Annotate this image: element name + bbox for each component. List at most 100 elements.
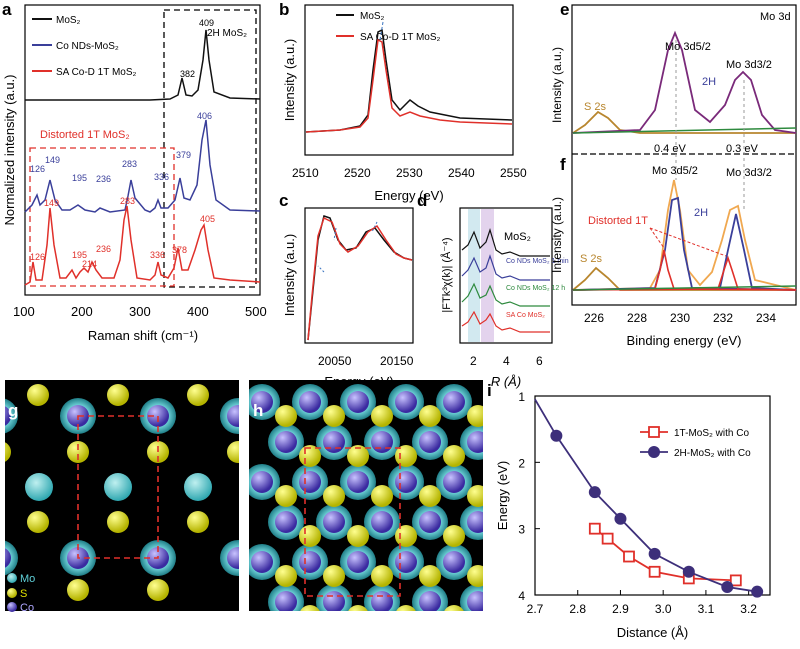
- panel-d-frame: [459, 207, 553, 344]
- point-2h: [721, 581, 734, 594]
- x-tick-label-i: 2.7: [527, 602, 544, 616]
- atom-s: [227, 441, 239, 463]
- panel-b: b MoS₂ SA Co-D 1T MoS₂ 2510 2520 2530 25…: [279, 0, 527, 203]
- spectrum-a-cond: [24, 119, 261, 213]
- box-label-2h: 2H MoS₂: [207, 28, 247, 39]
- atom-s: [27, 511, 49, 533]
- f-label-1t: Distorted 1T: [588, 215, 648, 227]
- x-label-b: Energy (eV): [374, 188, 443, 203]
- shift-label-1: 0.4 eV: [654, 143, 686, 155]
- band-d-1: [468, 209, 480, 342]
- atom-co: [275, 431, 297, 453]
- svg-text:379: 379: [176, 150, 191, 160]
- atom-co: [251, 471, 273, 493]
- atom-s: [323, 485, 345, 507]
- atom-co: [251, 551, 273, 573]
- atom-s: [467, 485, 483, 507]
- arrow-b: [379, 21, 384, 41]
- y-label-b: Intensity (a.u.): [282, 39, 297, 121]
- x-tick-d-2: 4: [503, 354, 510, 368]
- panel-label-i: i: [487, 381, 492, 400]
- atom-co: [467, 431, 483, 453]
- atom-s: [323, 565, 345, 587]
- chart-i: 2.7 2.8 2.9 3.0 3.1 3.2 1 2 3 4 Distance (Å) Energy…: [495, 390, 771, 640]
- panel-c: c 20050 20150 Energy (eV) Intensity (a.u…: [279, 191, 414, 389]
- atom-co: [323, 591, 345, 611]
- svg-text:149: 149: [45, 155, 60, 165]
- atom-co: [371, 431, 393, 453]
- svg-text:283: 283: [122, 159, 137, 169]
- spectrum-a-sacod: [24, 205, 261, 286]
- x-label-d: R (Å): [491, 374, 521, 389]
- svg-text:336: 336: [150, 250, 165, 260]
- panel-label-d: d: [417, 191, 427, 210]
- x-tick-label-i: 2.8: [569, 602, 586, 616]
- x-label-a: Raman shift (cm⁻¹): [88, 328, 198, 343]
- atom-co: [299, 471, 321, 493]
- atom-mo: [5, 398, 18, 434]
- point-2h: [614, 512, 627, 525]
- f-background: [572, 285, 797, 291]
- panel-label-b: b: [279, 0, 289, 19]
- x-tick-c-1: 20050: [318, 354, 352, 368]
- legend-g-mo-swatch: [7, 573, 17, 583]
- atom-s: [347, 445, 369, 467]
- panel-ef: e f Mo 3d Mo 3d5/2 Mo 3d3/2 S 2s 2H Mo 3…: [550, 0, 797, 348]
- panel-h: h: [249, 380, 483, 611]
- unit-cell-g: [77, 415, 159, 559]
- x-tick-a-2: 200: [71, 304, 93, 319]
- atom-s: [396, 605, 416, 611]
- legend-g-co: Co: [20, 602, 34, 614]
- x-tick-a-1: 100: [13, 304, 35, 319]
- panel-i: i 2.7 2.8 2.9 3.0 3.1 3.2 1 2 3 4 Distance (Å) Ener…: [487, 381, 771, 640]
- e-label-2h: 2H: [702, 76, 716, 88]
- atom-co: [443, 471, 465, 493]
- e-label-3d32: Mo 3d3/2: [726, 59, 772, 71]
- atom-s: [467, 565, 483, 587]
- atom-co: [419, 591, 441, 611]
- atom-s: [371, 485, 393, 507]
- title-e: Mo 3d: [760, 11, 791, 23]
- lattice-g: [5, 384, 239, 601]
- f-label-3d52: Mo 3d5/2: [652, 165, 698, 177]
- atom-s: [371, 405, 393, 427]
- atom-s: [419, 405, 441, 427]
- spectrum-a-mos2: [25, 29, 261, 101]
- svg-text:195: 195: [72, 173, 87, 183]
- atom-co: [443, 551, 465, 573]
- atom-s: [107, 511, 129, 533]
- legend-b-label-2: SA Co-D 1T MoS₂: [360, 32, 441, 43]
- x-tick-label-i: 3.2: [740, 602, 757, 616]
- panel-d: d MoS₂ Co NDs MoS₂ 1 min Co NDs MoS₂ 12 …: [417, 191, 569, 389]
- atom-s: [67, 441, 89, 463]
- atom-co: [443, 391, 465, 413]
- atom-mo: [25, 473, 53, 501]
- atom-co: [395, 391, 417, 413]
- legend-g-co-swatch: [7, 602, 17, 612]
- spectrum-b-mos2: [305, 28, 513, 133]
- atom-co: [5, 406, 11, 426]
- y-label-d: |FTk³χ(k)| (Å⁻⁴): [440, 237, 453, 312]
- f-envelope: [572, 179, 797, 291]
- ft-d-3: [461, 282, 550, 307]
- svg-text:126: 126: [30, 164, 45, 174]
- atom-co: [419, 511, 441, 533]
- point-1t: [601, 532, 614, 545]
- panel-g: g Mo S Co: [5, 380, 239, 614]
- atom-co: [467, 511, 483, 533]
- atom-s: [5, 442, 11, 462]
- atom-s: [275, 565, 297, 587]
- atom-mo: [104, 473, 132, 501]
- legend-g-mo: Mo: [20, 573, 35, 585]
- y-label-c: Intensity (a.u.): [282, 234, 297, 316]
- arrow-c-3: [371, 221, 378, 233]
- panel-label-e: e: [560, 0, 569, 19]
- svg-text:236: 236: [96, 174, 111, 184]
- atom-co: [275, 511, 297, 533]
- atom-s: [67, 579, 89, 601]
- atom-co: [467, 591, 483, 611]
- atom-s: [419, 485, 441, 507]
- panel-a-frame: [24, 4, 261, 296]
- atom-mo: [5, 540, 18, 576]
